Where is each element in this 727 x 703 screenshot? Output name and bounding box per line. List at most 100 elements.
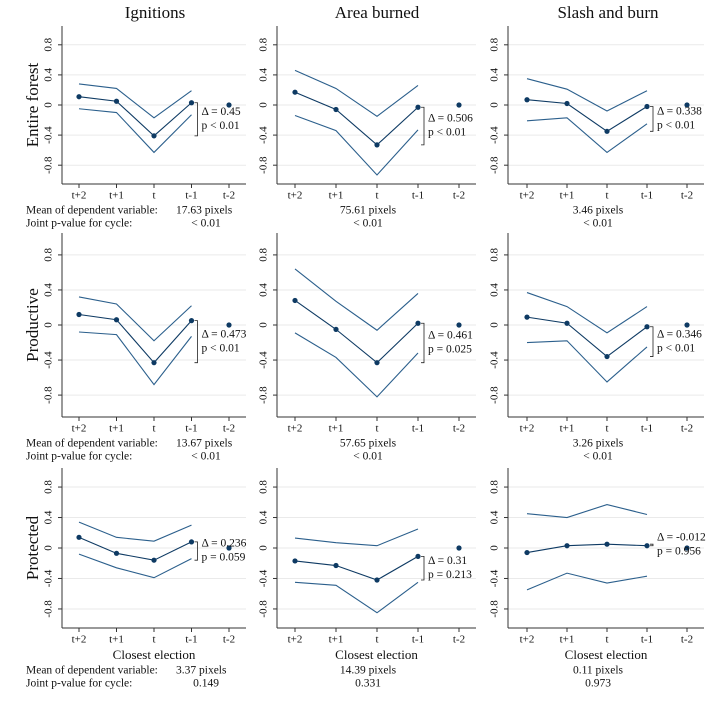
y-tick-label: 0.8 bbox=[43, 248, 55, 262]
x-tick-label: t bbox=[605, 190, 608, 202]
mean-value: 3.46 pixels bbox=[573, 205, 624, 217]
point bbox=[374, 142, 380, 148]
delta-bracket bbox=[421, 106, 425, 146]
joint-p-value: < 0.01 bbox=[353, 451, 383, 463]
x-tick-label: t+2 bbox=[520, 423, 535, 435]
mean-value: 14.39 pixels bbox=[340, 665, 397, 677]
x-tick-label: t-2 bbox=[223, 423, 235, 435]
x-tick-label: t-1 bbox=[185, 190, 197, 202]
x-tick-label: t-1 bbox=[412, 190, 424, 202]
series-line bbox=[526, 543, 648, 554]
x-tick-label: t+1 bbox=[109, 423, 124, 435]
delta-bracket bbox=[421, 555, 425, 581]
y-tick-label: -0.4 bbox=[258, 569, 270, 587]
point bbox=[456, 102, 462, 108]
delta-bracket bbox=[650, 326, 654, 357]
delta-label: Δ = 0.31 bbox=[428, 555, 467, 567]
point bbox=[292, 558, 298, 564]
y-tick-label: 0 bbox=[43, 545, 55, 551]
point bbox=[113, 98, 120, 104]
mean-value: 57.65 pixels bbox=[340, 438, 397, 450]
x-tick-label: t-2 bbox=[223, 634, 235, 646]
y-tick-label: -0.8 bbox=[43, 386, 55, 404]
y-tick-label: 0.4 bbox=[489, 510, 501, 524]
point bbox=[188, 539, 195, 545]
delta-bracket bbox=[650, 543, 654, 547]
y-tick-label: 0.8 bbox=[43, 480, 55, 494]
series-line bbox=[526, 503, 648, 519]
y-tick-label: 0.4 bbox=[489, 283, 501, 297]
point bbox=[456, 322, 462, 328]
mean-value: 17.63 pixels bbox=[176, 205, 233, 217]
y-tick-label: -0.8 bbox=[489, 600, 501, 618]
delta-label: Δ = 0.45 bbox=[202, 106, 241, 118]
joint-p-value: < 0.01 bbox=[191, 218, 221, 230]
series-line bbox=[294, 115, 419, 176]
x-tick-label: t-2 bbox=[681, 634, 693, 646]
y-tick-label: -0.4 bbox=[43, 569, 55, 587]
x-tick-label: t+2 bbox=[288, 190, 303, 202]
point bbox=[564, 543, 570, 549]
y-tick-label: -0.4 bbox=[258, 126, 270, 144]
mean-value: 13.67 pixels bbox=[176, 438, 233, 450]
x-tick-label: t bbox=[605, 423, 608, 435]
delta-bracket bbox=[194, 320, 198, 364]
x-tick-label: t+1 bbox=[560, 634, 575, 646]
row-label: Protected bbox=[23, 515, 42, 580]
series-line bbox=[78, 108, 192, 154]
point bbox=[604, 128, 610, 134]
series-line bbox=[294, 91, 419, 146]
p-label: p < 0.01 bbox=[657, 342, 695, 354]
joint-p-value: < 0.01 bbox=[191, 451, 221, 463]
point bbox=[151, 133, 157, 139]
point bbox=[415, 104, 421, 110]
series-line bbox=[78, 83, 192, 119]
point bbox=[226, 545, 232, 551]
y-tick-label: 0.8 bbox=[258, 480, 270, 494]
y-tick-label: 0 bbox=[258, 322, 270, 328]
x-tick-label: t+2 bbox=[520, 190, 535, 202]
joint-p-value: 0.149 bbox=[193, 678, 219, 690]
y-tick-label: -0.8 bbox=[43, 156, 55, 174]
p-label: p < 0.01 bbox=[428, 127, 466, 139]
x-tick-label: t bbox=[152, 423, 155, 435]
y-tick-label: -0.8 bbox=[489, 386, 501, 404]
x-tick-label: t-1 bbox=[641, 190, 653, 202]
x-tick-label: t+1 bbox=[560, 423, 575, 435]
y-tick-label: -0.4 bbox=[43, 351, 55, 369]
p-label: p = 0.059 bbox=[202, 552, 246, 564]
x-tick-label: t+1 bbox=[329, 190, 344, 202]
series-line bbox=[526, 117, 648, 154]
y-tick-label: 0.4 bbox=[258, 510, 270, 524]
series-line bbox=[294, 528, 419, 547]
row-label: Entire forest bbox=[23, 62, 42, 147]
x-tick-label: t+2 bbox=[520, 634, 535, 646]
series-line bbox=[78, 296, 192, 342]
series-line bbox=[294, 332, 419, 398]
series-line bbox=[78, 521, 192, 542]
delta-label: Δ = 0.346 bbox=[657, 328, 702, 340]
point bbox=[684, 322, 690, 328]
point bbox=[524, 314, 530, 320]
point bbox=[374, 577, 380, 583]
x-tick-label: t-2 bbox=[453, 190, 465, 202]
point bbox=[76, 534, 82, 540]
y-tick-label: 0 bbox=[489, 322, 501, 328]
x-tick-label: t bbox=[375, 423, 378, 435]
y-tick-label: 0.8 bbox=[258, 248, 270, 262]
y-tick-label: 0.8 bbox=[258, 37, 270, 51]
joint-p-value: < 0.01 bbox=[583, 451, 613, 463]
x-tick-label: t-2 bbox=[223, 190, 235, 202]
series-line bbox=[526, 340, 648, 383]
y-tick-label: -0.8 bbox=[258, 156, 270, 174]
column-title: Slash and burn bbox=[557, 3, 659, 22]
x-tick-label: t-1 bbox=[412, 423, 424, 435]
point bbox=[524, 97, 530, 103]
y-tick-label: -0.8 bbox=[489, 156, 501, 174]
joint-p-value: < 0.01 bbox=[353, 218, 383, 230]
x-tick-label: t-2 bbox=[453, 423, 465, 435]
delta-bracket bbox=[650, 106, 654, 132]
y-tick-label: 0.4 bbox=[258, 68, 270, 82]
y-tick-label: -0.4 bbox=[489, 126, 501, 144]
